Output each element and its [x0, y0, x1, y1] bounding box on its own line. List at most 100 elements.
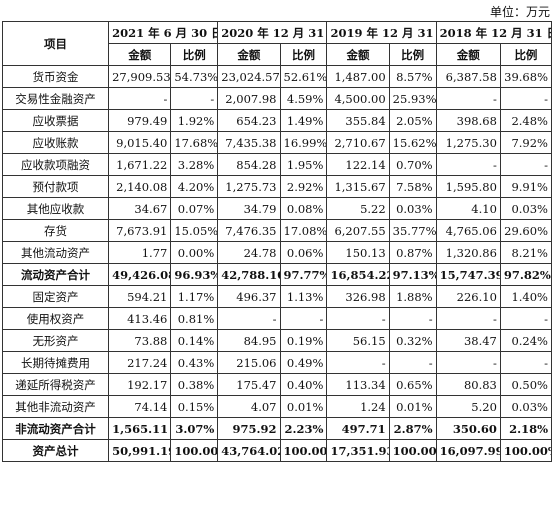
amount-cell: 1,315.67 — [326, 175, 390, 198]
table-row: 预付款项 2,140.08 4.20% 1,275.73 2.92% 1,315.67 7.… — [1, 175, 553, 198]
ratio-cell: 1.88% — [388, 285, 437, 308]
header-amount: 金额 — [435, 43, 501, 66]
amount-cell: 113.34 — [326, 373, 390, 396]
header-ratio: 比例 — [388, 43, 437, 66]
amount-cell: 979.49 — [108, 109, 172, 132]
row-label: 固定资产 — [1, 285, 110, 308]
ratio-cell: - — [499, 153, 553, 176]
amount-cell: 1,565.11 — [108, 417, 172, 440]
table-row: 递延所得税资产 192.17 0.38% 175.47 0.40% 113.34 0.65%… — [1, 373, 553, 396]
ratio-cell: 29.60% — [499, 219, 553, 242]
amount-cell: - — [435, 153, 501, 176]
ratio-cell: 0.01% — [388, 395, 437, 418]
ratio-cell: 8.21% — [499, 241, 553, 264]
ratio-cell: 0.06% — [279, 241, 328, 264]
amount-cell: 594.21 — [108, 285, 172, 308]
table-row: 固定资产 594.21 1.17% 496.37 1.13% 326.98 1.88% 226… — [1, 285, 553, 308]
amount-cell: - — [217, 307, 281, 330]
row-label: 其他流动资产 — [1, 241, 110, 264]
header-period: 2020 年 12 月 31 日 — [217, 21, 328, 44]
amount-cell: 4.07 — [217, 395, 281, 418]
header-ratio: 比例 — [170, 43, 219, 66]
amount-cell: 192.17 — [108, 373, 172, 396]
ratio-cell: 4.59% — [279, 87, 328, 110]
ratio-cell: 1.95% — [279, 153, 328, 176]
amount-cell: 27,909.53 — [108, 65, 172, 88]
amount-cell: 1,275.30 — [435, 131, 501, 154]
ratio-cell: 17.08% — [279, 219, 328, 242]
row-label: 存货 — [1, 219, 110, 242]
row-label: 资产总计 — [1, 439, 110, 462]
row-label: 长期待摊费用 — [1, 351, 110, 374]
ratio-cell: 1.17% — [170, 285, 219, 308]
amount-cell: - — [108, 87, 172, 110]
ratio-cell: 7.58% — [388, 175, 437, 198]
ratio-cell: 0.15% — [170, 395, 219, 418]
amount-cell: 6,207.55 — [326, 219, 390, 242]
table-row: 非流动资产合计 1,565.11 3.07% 975.92 2.23% 497.71 2.8… — [1, 417, 553, 440]
table-row: 流动资产合计 49,426.08 96.93% 42,788.10 97.77% 16,8… — [1, 263, 553, 286]
row-label: 应收款项融资 — [1, 153, 110, 176]
amount-cell: 5.22 — [326, 197, 390, 220]
amount-cell: 56.15 — [326, 329, 390, 352]
ratio-cell: 0.81% — [170, 307, 219, 330]
ratio-cell: - — [388, 351, 437, 374]
ratio-cell: 15.05% — [170, 219, 219, 242]
ratio-cell: 0.49% — [279, 351, 328, 374]
balance-sheet-table: 项目 2021 年 6 月 30 日 2020 年 12 月 31 日 2019… — [1, 21, 553, 462]
row-label: 使用权资产 — [1, 307, 110, 330]
ratio-cell: - — [279, 307, 328, 330]
ratio-cell: 9.91% — [499, 175, 553, 198]
amount-cell: - — [326, 351, 390, 374]
amount-cell: 1.24 — [326, 395, 390, 418]
amount-cell: 24.78 — [217, 241, 281, 264]
amount-cell: 1,275.73 — [217, 175, 281, 198]
amount-cell: 413.46 — [108, 307, 172, 330]
table-row: 应收票据 979.49 1.92% 654.23 1.49% 355.84 2.05% 398… — [1, 109, 553, 132]
ratio-cell: - — [499, 307, 553, 330]
amount-cell: 9,015.40 — [108, 131, 172, 154]
ratio-cell: 0.03% — [499, 395, 553, 418]
ratio-cell: 3.07% — [170, 417, 219, 440]
row-label: 其他非流动资产 — [1, 395, 110, 418]
amount-cell: - — [435, 87, 501, 110]
header-period: 2021 年 6 月 30 日 — [108, 21, 219, 44]
ratio-cell: 1.40% — [499, 285, 553, 308]
ratio-cell: 0.40% — [279, 373, 328, 396]
amount-cell: 1,487.00 — [326, 65, 390, 88]
amount-cell: 84.95 — [217, 329, 281, 352]
ratio-cell: 0.32% — [388, 329, 437, 352]
ratio-cell: 16.99% — [279, 131, 328, 154]
row-label: 预付款项 — [1, 175, 110, 198]
ratio-cell: 2.92% — [279, 175, 328, 198]
amount-cell: 217.24 — [108, 351, 172, 374]
amount-cell: 226.10 — [435, 285, 501, 308]
ratio-cell: 15.62% — [388, 131, 437, 154]
amount-cell: - — [435, 351, 501, 374]
ratio-cell: 35.77% — [388, 219, 437, 242]
ratio-cell: 2.18% — [499, 417, 553, 440]
ratio-cell: 97.82% — [499, 263, 553, 286]
amount-cell: 6,387.58 — [435, 65, 501, 88]
amount-cell: 7,476.35 — [217, 219, 281, 242]
ratio-cell: 1.92% — [170, 109, 219, 132]
ratio-cell: 100.00% — [499, 439, 553, 462]
table-row: 使用权资产 413.46 0.81% - - - - - - — [1, 307, 553, 330]
ratio-cell: 2.23% — [279, 417, 328, 440]
header-amount: 金额 — [108, 43, 172, 66]
ratio-cell: 2.05% — [388, 109, 437, 132]
amount-cell: 1,595.80 — [435, 175, 501, 198]
ratio-cell: 2.48% — [499, 109, 553, 132]
ratio-cell: 96.93% — [170, 263, 219, 286]
ratio-cell: 0.14% — [170, 329, 219, 352]
ratio-cell: 0.07% — [170, 197, 219, 220]
ratio-cell: 97.13% — [388, 263, 437, 286]
table-row: 货币资金 27,909.53 54.73% 23,024.57 52.61% 1,487.… — [1, 65, 553, 88]
row-label: 交易性金融资产 — [1, 87, 110, 110]
amount-cell: 496.37 — [217, 285, 281, 308]
table-body: 货币资金 27,909.53 54.73% 23,024.57 52.61% 1,487.… — [1, 65, 553, 462]
amount-cell: 80.83 — [435, 373, 501, 396]
header-ratio: 比例 — [499, 43, 553, 66]
ratio-cell: 97.77% — [279, 263, 328, 286]
amount-cell: 15,747.39 — [435, 263, 501, 286]
